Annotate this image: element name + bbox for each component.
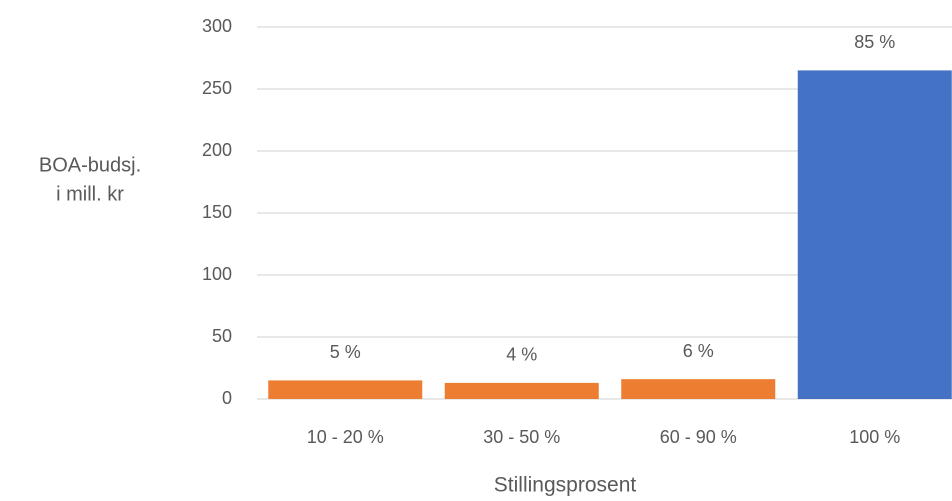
y-tick-label: 100	[202, 264, 232, 284]
bar	[268, 380, 423, 399]
x-tick-label: 30 - 50 %	[483, 427, 560, 447]
bar	[621, 379, 776, 399]
x-axis-title: Stillingsprosent	[494, 474, 637, 497]
y-tick-label: 50	[212, 326, 232, 346]
bar-label: 4 %	[506, 345, 537, 365]
bar-label: 6 %	[683, 341, 714, 361]
y-tick-label: 200	[202, 140, 232, 160]
x-tick-label: 10 - 20 %	[307, 427, 384, 447]
bar	[444, 382, 599, 399]
bar-label: 5 %	[330, 342, 361, 362]
bar-label: 85 %	[854, 32, 895, 52]
y-tick-label: 150	[202, 202, 232, 222]
y-axis-title: i mill. kr	[56, 183, 124, 205]
y-tick-label: 300	[202, 16, 232, 36]
x-tick-label: 100 %	[849, 427, 900, 447]
y-tick-label: 250	[202, 78, 232, 98]
x-tick-label: 60 - 90 %	[660, 427, 737, 447]
bar	[797, 70, 952, 400]
y-tick-label: 0	[222, 388, 232, 408]
y-axis-title: BOA-budsj.	[39, 154, 141, 176]
